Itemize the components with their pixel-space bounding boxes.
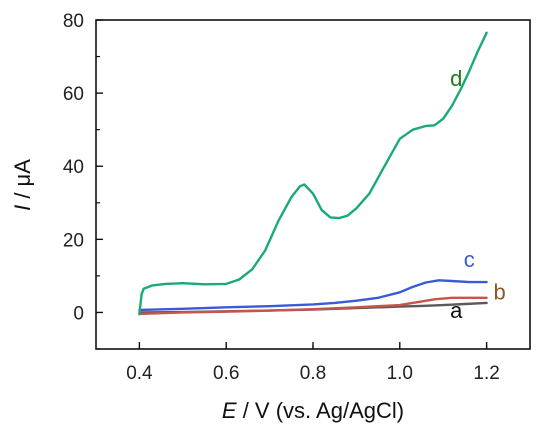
curve-label-b: b	[493, 280, 505, 305]
x-axis-label: E / V (vs. Ag/AgCl)	[222, 398, 404, 423]
y-axis-label-text: / μA	[10, 159, 35, 205]
x-tick-label: 1.0	[387, 363, 413, 384]
series-line-c	[138, 279, 488, 312]
x-tick-label: 0.8	[300, 363, 326, 384]
curve-label-a: a	[450, 298, 463, 323]
y-tick-label: 0	[73, 303, 84, 324]
plot-frame	[95, 19, 531, 350]
x-axis-label-symbol: E	[222, 398, 237, 423]
curve-label-d: d	[450, 66, 462, 91]
x-tick-label: 1.2	[473, 363, 499, 384]
series-line-d	[138, 31, 488, 316]
series-line-b	[138, 296, 488, 316]
series-layer	[138, 31, 488, 316]
axes-group: 0.4 0.6 0.8 1.0 1.2 0 20 40 60 80	[63, 11, 500, 384]
y-axis-label-symbol: I	[10, 205, 35, 211]
curve-label-c: c	[464, 247, 475, 272]
y-tick-label: 60	[63, 84, 84, 105]
y-axis-label: I / μA	[10, 159, 35, 211]
x-tick-label: 0.6	[213, 363, 239, 384]
y-tick-label: 40	[63, 157, 84, 178]
curve-labels-layer: a bc d	[450, 66, 506, 323]
y-tick-label: 20	[63, 230, 84, 251]
x-axis-label-text: / V (vs. Ag/AgCl)	[237, 398, 405, 423]
y-tick-label: 80	[63, 11, 84, 32]
x-tick-label: 0.4	[126, 363, 153, 384]
